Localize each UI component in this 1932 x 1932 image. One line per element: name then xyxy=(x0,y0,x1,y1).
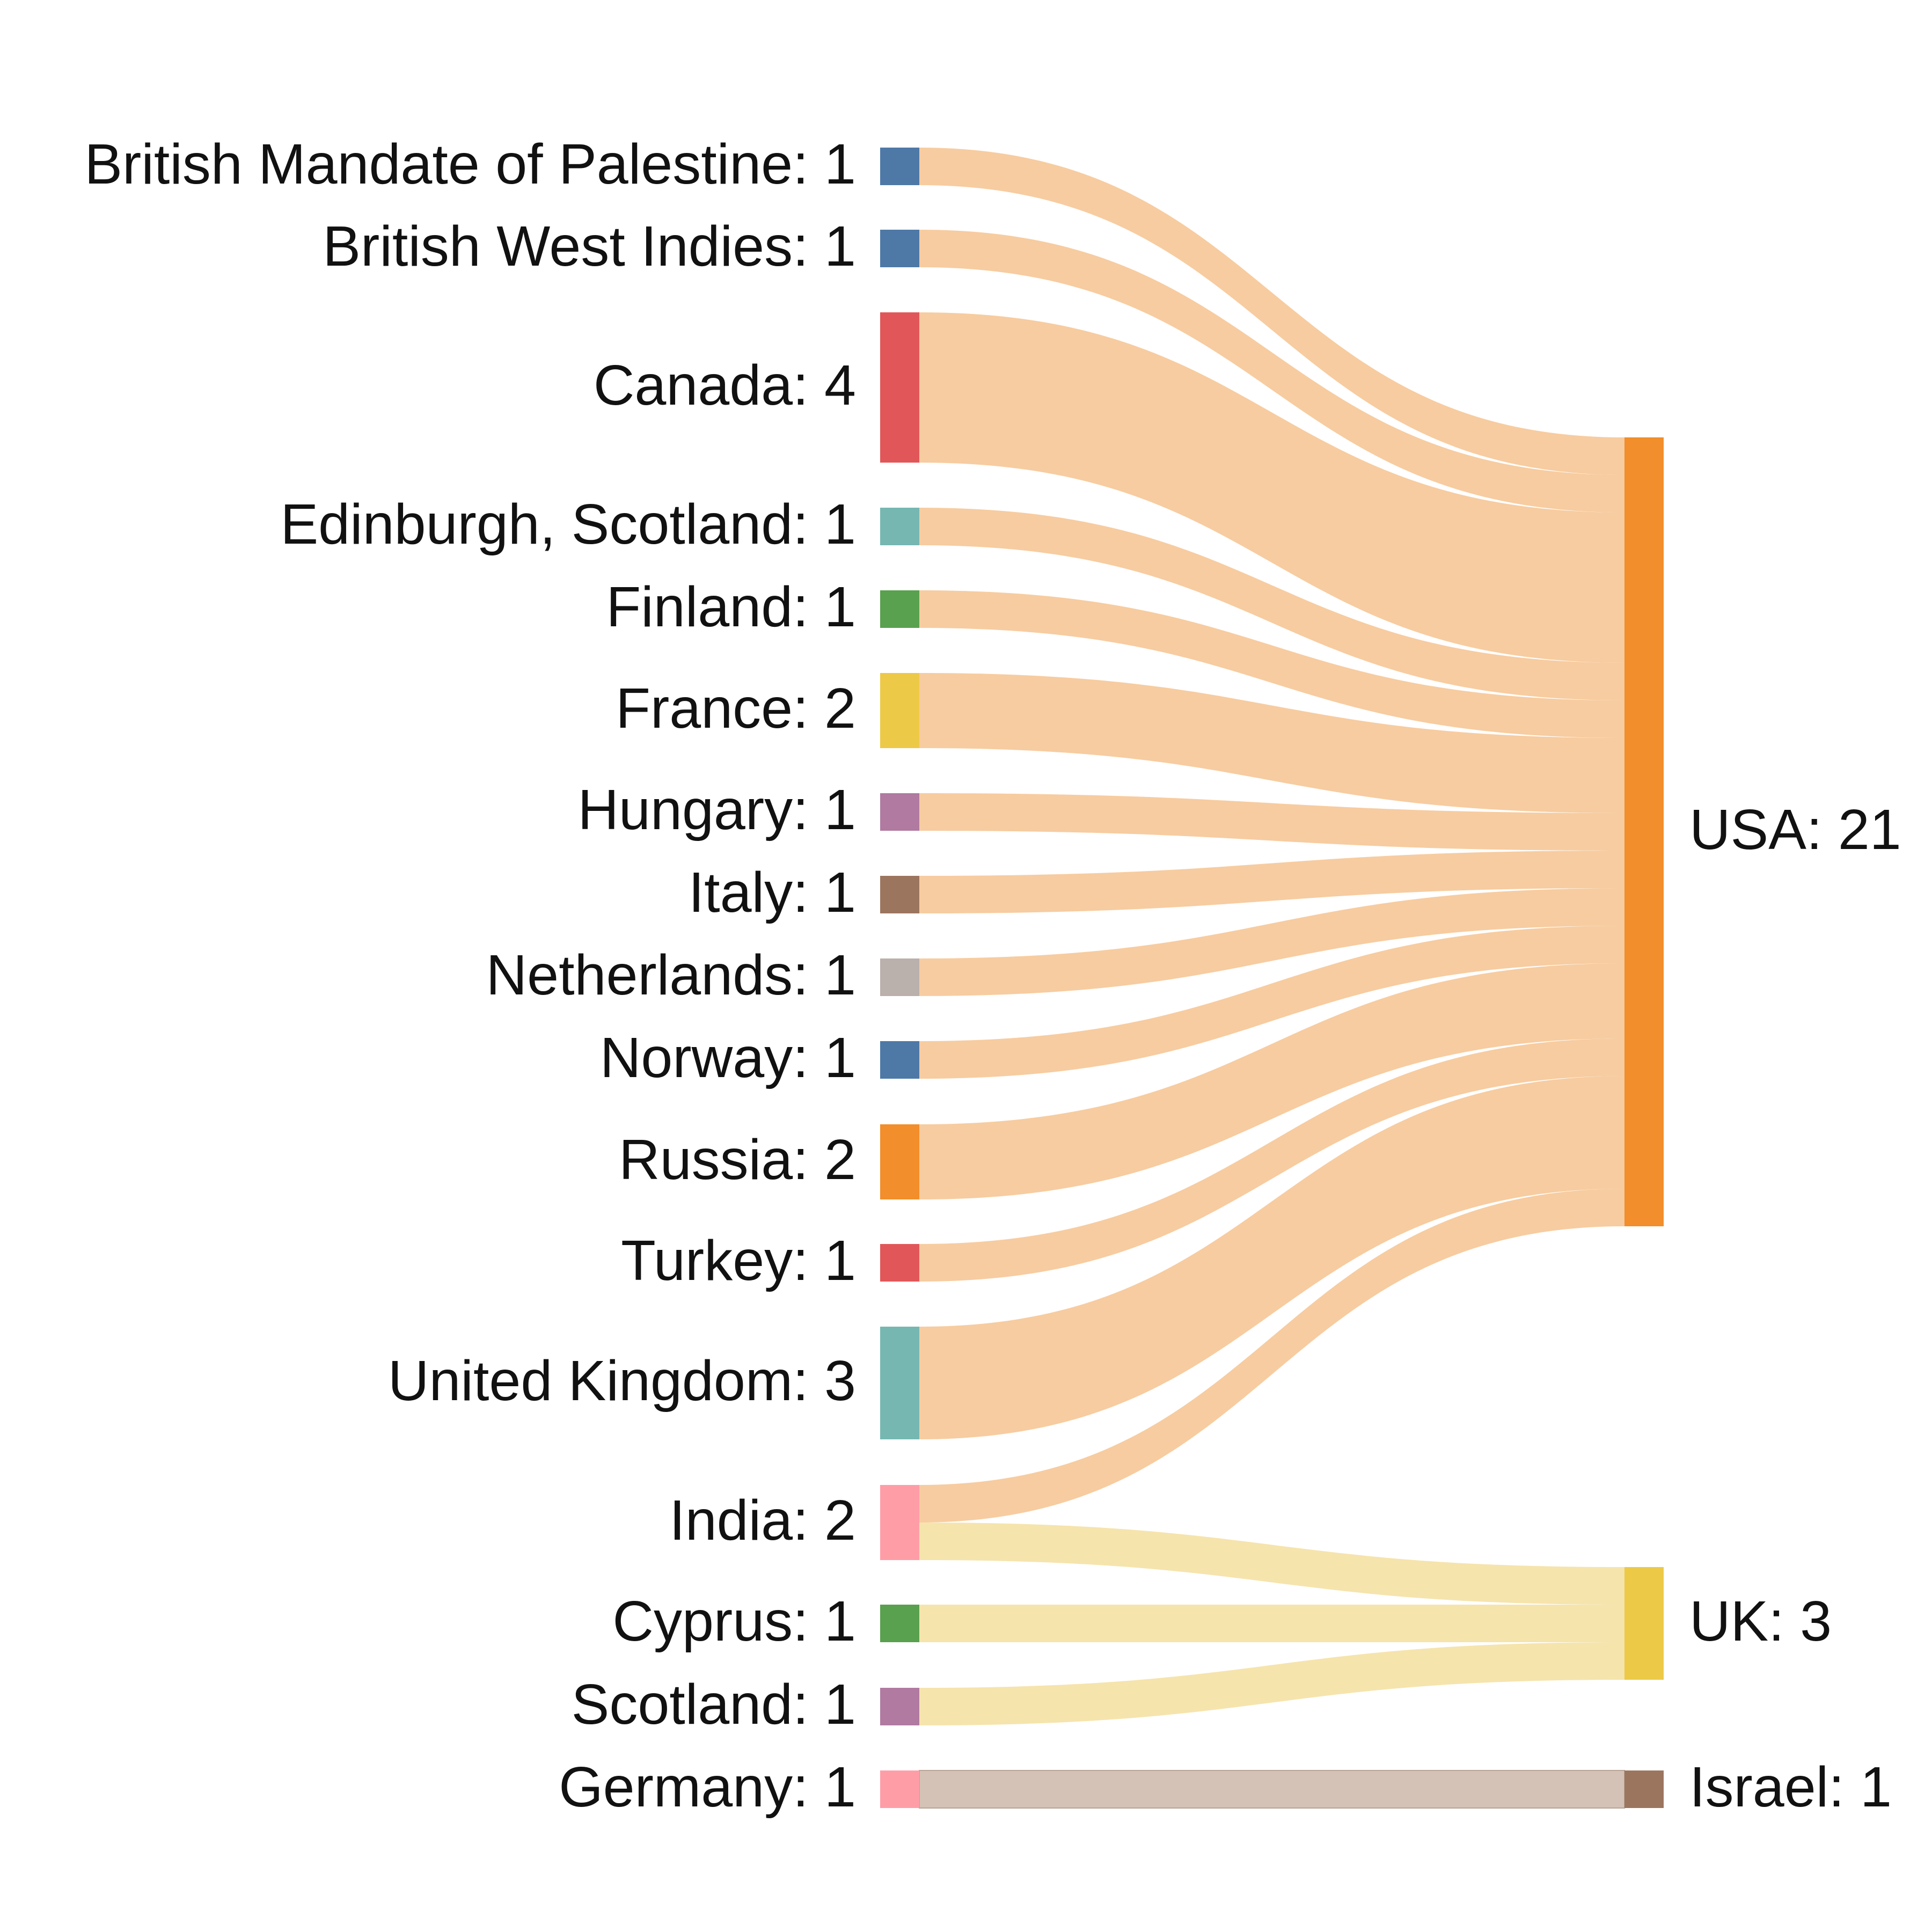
link-india-to-uk xyxy=(919,1523,1624,1605)
node-uk xyxy=(1624,1567,1664,1680)
node-british-west-indies xyxy=(880,230,919,267)
link-france-to-usa xyxy=(919,673,1624,813)
node-label-turkey: Turkey: 1 xyxy=(621,1229,856,1292)
link-russia-to-usa xyxy=(919,963,1624,1199)
node-label-india: India: 2 xyxy=(669,1489,856,1552)
node-label-edinburgh-scotland: Edinburgh, Scotland: 1 xyxy=(280,493,856,556)
node-label-netherlands: Netherlands: 1 xyxy=(486,943,856,1007)
node-label-scotland: Scotland: 1 xyxy=(572,1673,856,1736)
node-label-france: France: 2 xyxy=(616,677,856,740)
node-turkey xyxy=(880,1244,919,1282)
node-label-united-kingdom: United Kingdom: 3 xyxy=(388,1349,856,1413)
link-british-west-indies-to-usa xyxy=(919,230,1624,513)
node-label-germany: Germany: 1 xyxy=(559,1755,856,1819)
node-finland xyxy=(880,590,919,628)
node-united-kingdom xyxy=(880,1327,919,1439)
node-hungary xyxy=(880,793,919,831)
node-cyprus xyxy=(880,1605,919,1642)
node-label-british-west-indies: British West Indies: 1 xyxy=(323,215,856,278)
node-germany xyxy=(880,1770,919,1808)
node-label-uk: UK: 3 xyxy=(1689,1590,1832,1653)
node-edinburgh-scotland xyxy=(880,508,919,545)
link-turkey-to-usa xyxy=(919,1038,1624,1282)
link-hungary-to-usa xyxy=(919,793,1624,851)
node-label-italy: Italy: 1 xyxy=(689,861,856,924)
node-label-norway: Norway: 1 xyxy=(600,1026,856,1089)
link-edinburgh-scotland-to-usa xyxy=(919,508,1624,700)
node-scotland xyxy=(880,1688,919,1725)
node-israel xyxy=(1624,1770,1664,1808)
node-usa xyxy=(1624,437,1664,1226)
node-british-mandate-of-palestine xyxy=(880,148,919,185)
node-netherlands xyxy=(880,958,919,996)
link-india-to-usa xyxy=(919,1189,1624,1523)
node-label-usa: USA: 21 xyxy=(1689,798,1901,861)
sankey-nodes xyxy=(880,148,1664,1808)
node-france xyxy=(880,673,919,748)
node-canada xyxy=(880,312,919,463)
node-label-hungary: Hungary: 1 xyxy=(577,778,856,841)
node-label-israel: Israel: 1 xyxy=(1689,1755,1892,1819)
link-italy-to-usa xyxy=(919,851,1624,913)
node-russia xyxy=(880,1124,919,1199)
link-cyprus-to-uk xyxy=(919,1605,1624,1642)
node-label-canada: Canada: 4 xyxy=(594,354,856,417)
node-label-cyprus: Cyprus: 1 xyxy=(612,1590,856,1653)
node-label-finland: Finland: 1 xyxy=(606,575,856,639)
node-norway xyxy=(880,1041,919,1079)
sankey-labels: British Mandate of Palestine: 1 British W… xyxy=(84,133,1901,1819)
link-norway-to-usa xyxy=(919,926,1624,1079)
node-india xyxy=(880,1485,919,1560)
node-label-british-mandate-of-palestine: British Mandate of Palestine: 1 xyxy=(84,133,856,196)
link-finland-to-usa xyxy=(919,590,1624,738)
link-scotland-to-uk xyxy=(919,1642,1624,1725)
link-germany-to-israel xyxy=(919,1769,1625,1809)
link-netherlands-to-usa xyxy=(919,888,1624,996)
link-canada-to-usa xyxy=(919,312,1624,663)
node-label-russia: Russia: 2 xyxy=(619,1128,856,1191)
node-italy xyxy=(880,876,919,913)
link-british-mandate-of-palestine-to-usa xyxy=(919,148,1624,475)
link-united-kingdom-to-usa xyxy=(919,1076,1624,1439)
sankey-links xyxy=(919,148,1625,1809)
